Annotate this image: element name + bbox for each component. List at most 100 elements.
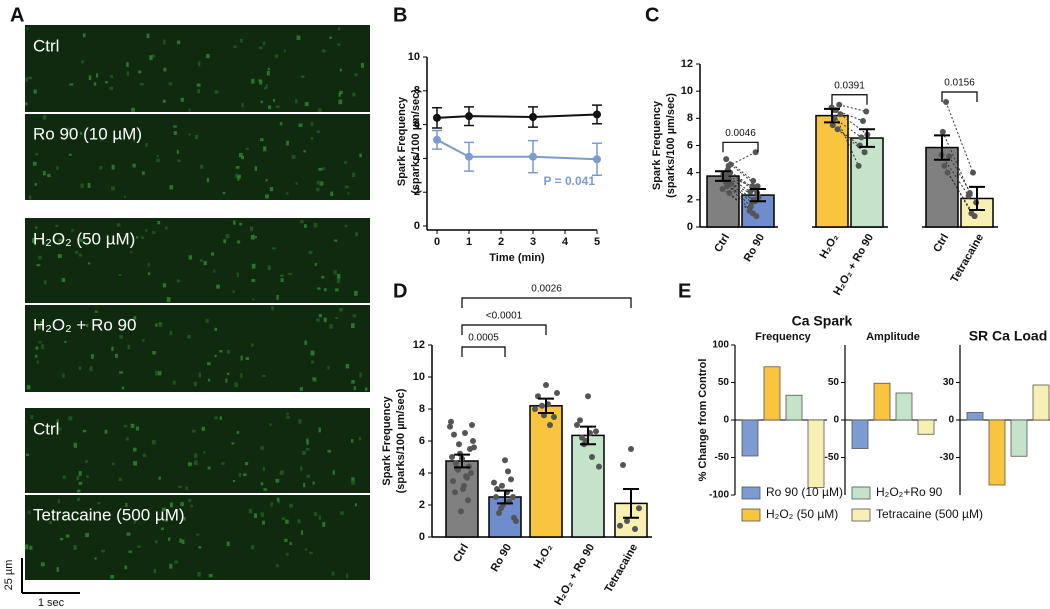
error-bar	[969, 185, 985, 212]
speckle	[105, 81, 109, 84]
pair-line	[725, 181, 754, 214]
data-point	[469, 422, 475, 428]
speckle	[202, 451, 206, 454]
speckle	[265, 84, 268, 89]
speckle	[322, 522, 326, 527]
speckle	[301, 75, 305, 78]
data-point	[496, 510, 502, 516]
speckle	[132, 163, 136, 168]
pair-line	[942, 131, 971, 194]
speckle	[197, 61, 201, 67]
speckle	[169, 563, 173, 569]
speckle	[124, 565, 128, 570]
y-tick-label: 30	[943, 377, 955, 388]
speckle	[355, 232, 359, 237]
speckle	[165, 226, 168, 230]
speckle	[291, 154, 296, 159]
speckle	[64, 340, 67, 343]
speckle	[133, 519, 136, 524]
speckle	[37, 324, 41, 330]
speckle	[306, 440, 309, 445]
panel-label: D	[393, 280, 407, 302]
speckle	[111, 186, 115, 191]
speckle	[275, 105, 280, 108]
speckle	[364, 387, 368, 391]
speckle	[354, 503, 357, 507]
speckle	[25, 453, 29, 456]
speckle	[205, 318, 209, 323]
speckle	[84, 460, 88, 463]
speckle	[234, 382, 238, 388]
speckle	[318, 515, 322, 520]
speckle	[55, 224, 59, 228]
data-point	[505, 468, 511, 475]
speckle	[262, 374, 266, 377]
speckle	[298, 123, 303, 127]
speckle	[268, 105, 272, 110]
speckle	[359, 153, 362, 158]
speckle	[176, 150, 179, 154]
y-tick-label: 6	[687, 139, 693, 151]
speckle	[126, 71, 130, 76]
speckle	[280, 278, 284, 283]
legend-swatch	[851, 508, 871, 522]
speckle	[177, 159, 181, 162]
speckle	[38, 255, 42, 260]
speckle	[233, 45, 237, 49]
data-point	[493, 494, 499, 500]
speckle	[263, 87, 268, 90]
speckle	[248, 508, 253, 514]
error-bar	[623, 488, 639, 519]
speckle	[31, 238, 35, 244]
y-tick-label: 0	[723, 415, 729, 426]
x-tick-label: H₂O₂ + Ro 90	[552, 542, 597, 608]
speckle	[207, 466, 211, 470]
x-tick-label: Ro 90	[742, 232, 767, 264]
speckle	[163, 39, 166, 45]
x-tick-label: Ctrl	[712, 232, 732, 254]
speckle	[111, 462, 115, 466]
data-point	[510, 494, 516, 500]
speckle	[194, 134, 199, 140]
speckle	[162, 99, 166, 103]
data-point	[723, 156, 730, 163]
data-point	[749, 210, 756, 217]
speckle	[152, 351, 156, 355]
speckle	[251, 78, 255, 84]
comparison-bracket	[461, 297, 632, 308]
speckle	[333, 270, 337, 275]
speckle	[136, 236, 139, 239]
speckle	[235, 165, 240, 169]
panel-label: A	[10, 4, 24, 26]
speckle	[94, 557, 97, 560]
speckle	[235, 173, 238, 179]
speckle	[315, 318, 320, 322]
speckle	[190, 504, 193, 508]
x-tick-label: Tetracaine	[603, 542, 641, 595]
data-point	[593, 428, 599, 435]
error-bar	[580, 425, 596, 446]
speckle	[169, 330, 173, 335]
speckle	[321, 276, 325, 279]
speckle	[195, 533, 200, 536]
bar	[785, 394, 803, 421]
speckle	[339, 68, 342, 72]
speckle	[308, 250, 313, 255]
speckle	[265, 194, 269, 199]
speckle	[127, 344, 131, 350]
comparison-bracket	[941, 91, 978, 103]
p-value: 0.0391	[834, 80, 865, 91]
speckle	[219, 350, 223, 353]
bar	[741, 419, 759, 457]
y-tick-label: 12	[413, 339, 425, 351]
marker	[593, 155, 601, 164]
speckle	[169, 185, 174, 190]
speckle	[56, 419, 59, 423]
speckle	[193, 460, 198, 466]
speckle	[76, 489, 81, 493]
speckle	[244, 462, 249, 466]
marker	[593, 110, 601, 119]
x-tick-label: Ro 90	[489, 542, 514, 574]
speckle	[270, 501, 273, 507]
speckle	[192, 429, 196, 433]
